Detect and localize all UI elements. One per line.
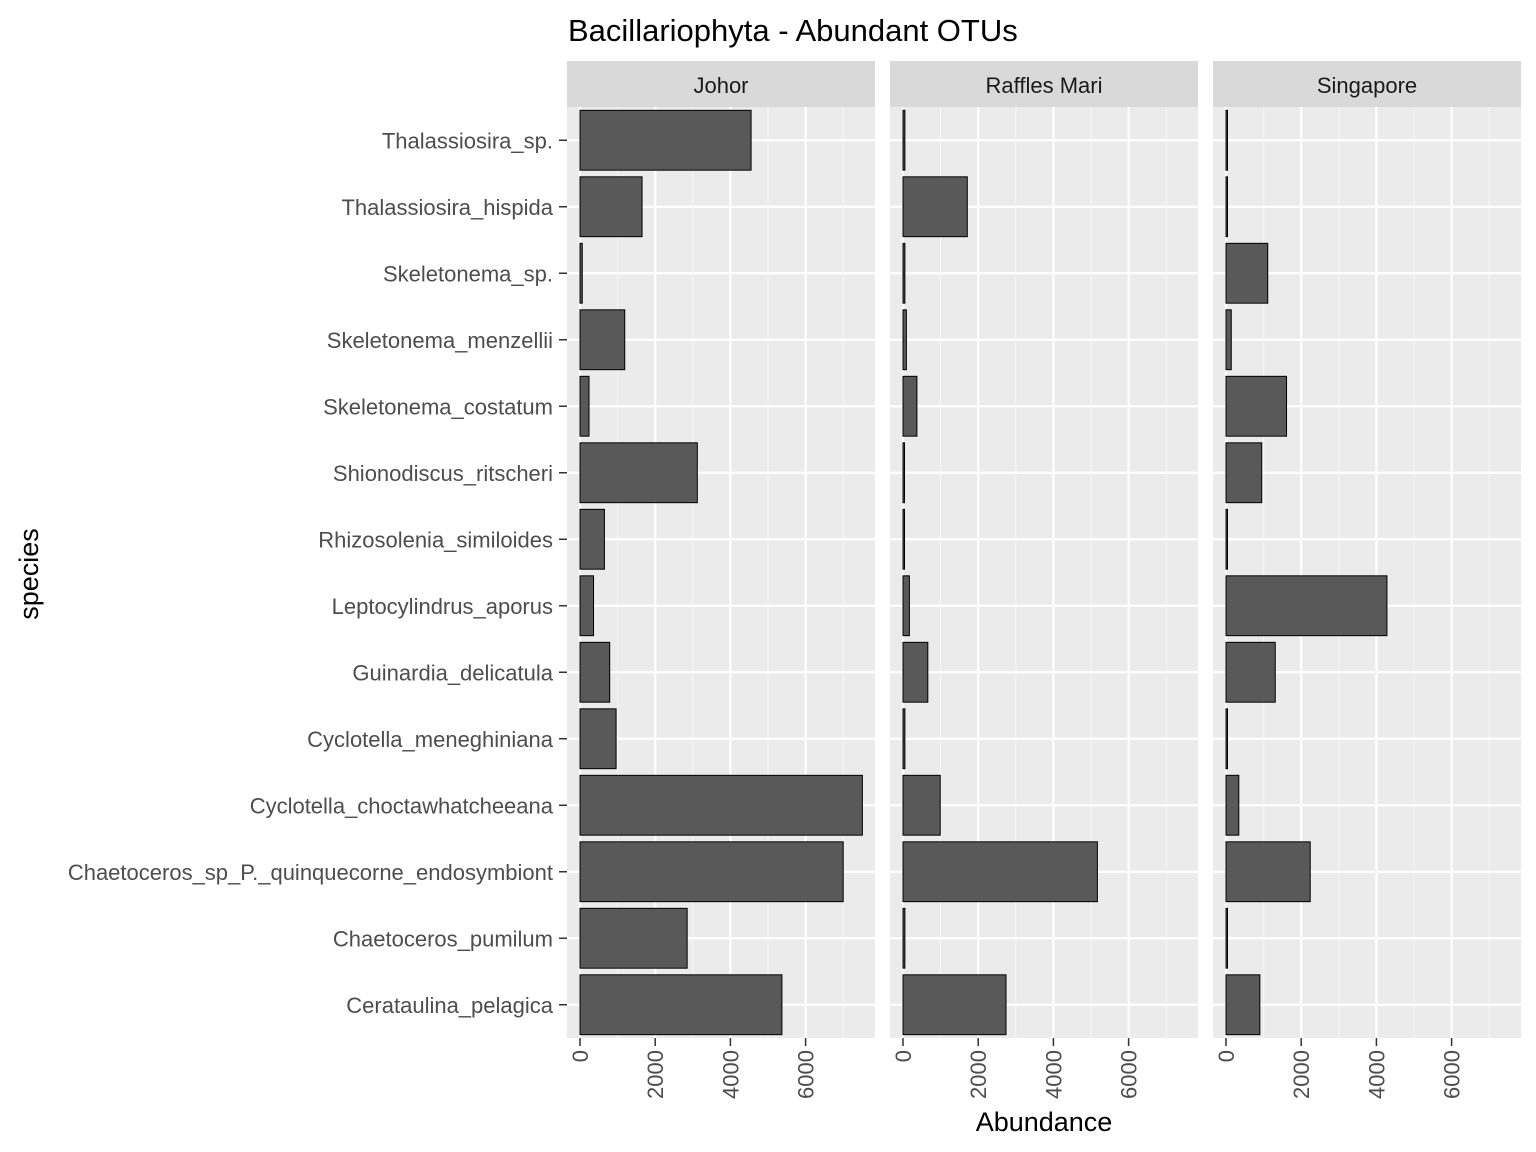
facet-strip — [1213, 61, 1521, 107]
y-tick-label: Chaetoceros_sp_P._quinquecorne_endosymbi… — [68, 860, 553, 885]
y-tick-label: Shionodiscus_ritscheri — [333, 461, 553, 486]
bar — [579, 375, 590, 437]
bar — [579, 907, 688, 969]
y-tick-label: Skeletonema_menzellii — [327, 328, 553, 353]
bar — [902, 375, 918, 437]
bar — [1225, 708, 1229, 770]
bar — [1225, 375, 1288, 437]
bar — [579, 508, 605, 570]
y-tick-label: Cyclotella_choctawhatcheeana — [250, 793, 554, 818]
x-tick-label: 6000 — [1117, 1050, 1142, 1099]
x-tick-label: 6000 — [794, 1050, 819, 1099]
x-tick-label: 0 — [1214, 1050, 1239, 1062]
bar — [579, 841, 844, 903]
bar — [902, 309, 907, 371]
x-tick-label: 2000 — [966, 1050, 991, 1099]
bar — [902, 708, 906, 770]
x-tick-label: 6000 — [1440, 1050, 1465, 1099]
bar — [902, 575, 910, 637]
bar — [1225, 641, 1276, 703]
bar — [902, 841, 1098, 903]
bar — [579, 309, 626, 371]
facet-strip-label: Raffles Mari — [986, 73, 1103, 98]
bar — [1225, 508, 1229, 570]
bar — [1225, 841, 1311, 903]
facet-panel: Johor 0 2000 4000 6000 — [567, 61, 875, 1099]
bar — [579, 109, 752, 171]
bar — [902, 176, 968, 238]
y-tick-label: Guinardia_delicatula — [352, 660, 553, 685]
bar — [579, 176, 643, 238]
facet-strip-label: Singapore — [1317, 73, 1417, 98]
bar — [579, 708, 617, 770]
x-tick-label: 2000 — [643, 1050, 668, 1099]
x-axis-title: Abundance — [976, 1107, 1113, 1137]
bar — [1225, 907, 1229, 969]
bar — [902, 109, 906, 171]
x-tick-label: 4000 — [718, 1050, 743, 1099]
x-tick-label: 4000 — [1041, 1050, 1066, 1099]
x-tick-label: 2000 — [1289, 1050, 1314, 1099]
bar — [1225, 176, 1229, 238]
y-tick-label: Leptocylindrus_aporus — [332, 594, 553, 619]
bar — [902, 974, 1007, 1036]
bar — [1225, 774, 1240, 836]
bar — [579, 242, 583, 304]
x-tick-label: 0 — [891, 1050, 916, 1062]
facet-strip — [890, 61, 1198, 107]
bar — [1225, 575, 1388, 637]
bar — [902, 508, 906, 570]
bar — [579, 575, 595, 637]
bar — [1225, 109, 1229, 171]
y-tick-label: Skeletonema_costatum — [323, 394, 553, 419]
facet-strip-label: Johor — [693, 73, 748, 98]
facet-panel: Raffles Mari 0 2000 4000 6000 — [890, 61, 1198, 1099]
y-tick-label: Rhizosolenia_similoides — [318, 527, 553, 552]
bar — [902, 641, 929, 703]
facet-strip — [567, 61, 875, 107]
bar — [902, 774, 941, 836]
chart-title: Bacillariophyta - Abundant OTUs — [568, 13, 1018, 48]
y-axis-title: species — [14, 528, 44, 620]
bar — [902, 907, 906, 969]
bar — [1225, 309, 1232, 371]
y-tick-label: Thalassiosira_sp. — [382, 128, 553, 153]
facet-panels: Johor 0 2000 4000 6000 Raffles Mari 0 2000 4000 6… — [567, 61, 1521, 1099]
y-tick-label: Cerataulina_pelagica — [346, 993, 553, 1018]
bar — [579, 974, 783, 1036]
bar — [579, 774, 863, 836]
bar — [902, 442, 906, 504]
facet-panel: Singapore 0 2000 4000 6000 — [1213, 61, 1521, 1099]
bar — [579, 442, 698, 504]
x-tick-label: 4000 — [1364, 1050, 1389, 1099]
x-tick-label: 0 — [568, 1050, 593, 1062]
bar — [902, 242, 906, 304]
y-tick-label: Chaetoceros_pumilum — [333, 926, 553, 951]
y-tick-label: Cyclotella_meneghiniana — [307, 727, 554, 752]
bar — [1225, 974, 1261, 1036]
y-tick-label: Thalassiosira_hispida — [341, 195, 553, 220]
bar — [1225, 442, 1263, 504]
y-category-labels: Thalassiosira_sp. Thalassiosira_hispida Sk… — [68, 128, 567, 1018]
y-tick-label: Skeletonema_sp. — [383, 261, 553, 286]
bar — [579, 641, 611, 703]
bar — [1225, 242, 1269, 304]
